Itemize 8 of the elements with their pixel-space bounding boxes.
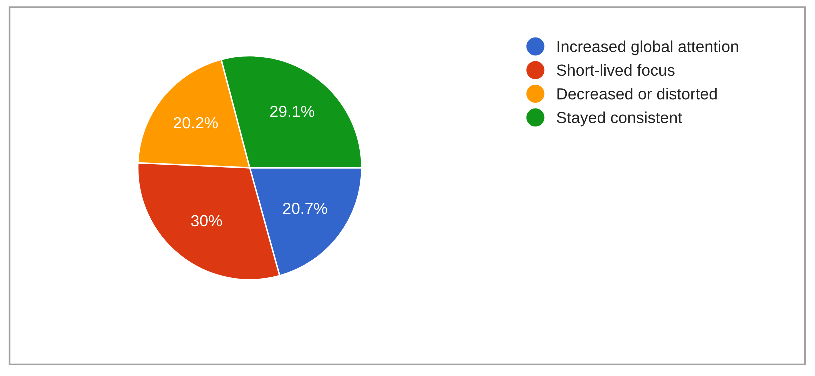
data-label: 20.2% <box>174 117 218 129</box>
data-label: 29.1% <box>270 106 314 118</box>
legend-label: Stayed consistent <box>557 112 682 127</box>
data-label: 30% <box>191 215 222 227</box>
legend-label: Decreased or distorted <box>558 88 717 100</box>
legend-label: Increased global attention <box>558 40 738 56</box>
data-label: 20.7% <box>283 203 328 214</box>
legend-label: Short-lived focus <box>557 64 675 76</box>
